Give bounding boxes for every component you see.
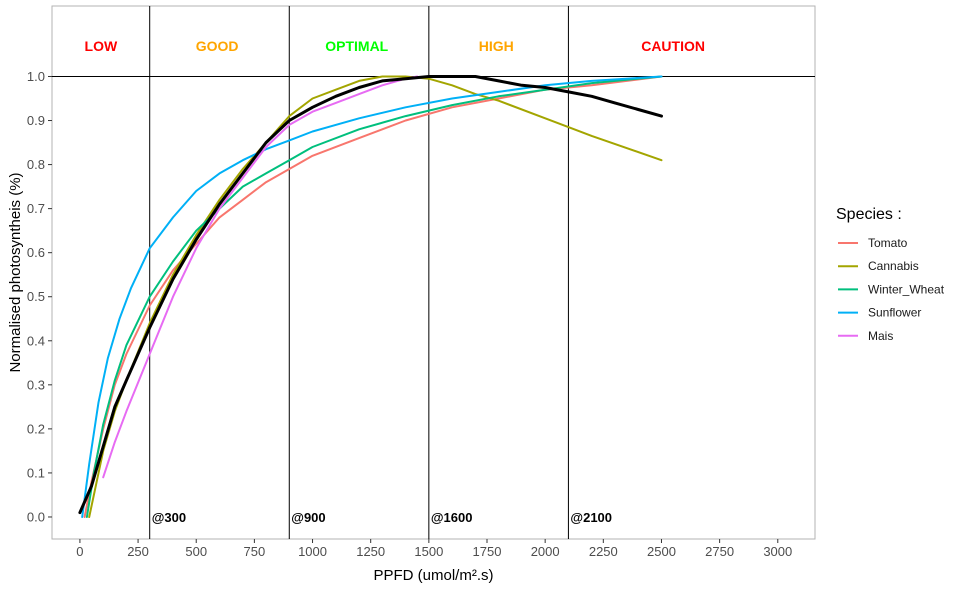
legend: Species : Tomato Cannabis Winter_Wheat Sunf…	[836, 206, 945, 343]
y-tick-label: 0.7	[27, 201, 45, 216]
series-line-tomato	[83, 75, 663, 518]
y-tick-label: 0.5	[27, 289, 45, 304]
threshold-label: @1600	[431, 510, 473, 525]
x-tick-label: 2750	[705, 544, 734, 559]
x-axis-title: PPFD (umol/m².s)	[374, 567, 494, 584]
panel-border	[51, 5, 816, 540]
x-tick-label: 250	[127, 544, 149, 559]
legend-label: Cannabis	[868, 259, 919, 273]
x-tick-label: 2000	[531, 544, 560, 559]
y-tick-label: 0.0	[27, 509, 45, 524]
series-line-sunflower	[81, 75, 663, 518]
legend-label: Mais	[868, 329, 893, 343]
y-tick-label: 0.9	[27, 113, 45, 128]
zone-label: CAUTION	[641, 38, 705, 54]
threshold-label: @300	[152, 510, 186, 525]
y-tick-label: 0.6	[27, 245, 45, 260]
x-tick-label: 1000	[298, 544, 327, 559]
x-tick-label: 2250	[589, 544, 618, 559]
x-tick-label: 1750	[473, 544, 502, 559]
zone-label: OPTIMAL	[325, 38, 388, 54]
y-axis: 0.0 0.1 0.2 0.3 0.4 0.5 0.6 0.7 0.8 0.9 1.0	[27, 69, 52, 524]
threshold-label: @2100	[570, 510, 612, 525]
x-tick-label: 3000	[763, 544, 792, 559]
legend-label: Tomato	[868, 236, 908, 250]
x-tick-label: 500	[185, 544, 207, 559]
y-axis-title: Normalised photosyntheis (%)	[7, 172, 24, 372]
y-tick-label: 0.2	[27, 421, 45, 436]
x-tick-label: 750	[244, 544, 266, 559]
series-layer	[78, 75, 663, 518]
series-line-mean	[78, 75, 663, 515]
y-tick-label: 0.1	[27, 465, 45, 480]
y-tick-label: 0.3	[27, 377, 45, 392]
y-tick-label: 0.4	[27, 333, 45, 348]
x-tick-label: 1500	[414, 544, 443, 559]
threshold-labels: @300 @900 @1600 @2100	[152, 510, 612, 525]
legend-label: Winter_Wheat	[868, 282, 945, 296]
series-line-mais	[102, 75, 419, 479]
zone-labels: LOW GOOD OPTIMAL HIGH CAUTION	[85, 38, 705, 54]
y-tick-label: 1.0	[27, 69, 45, 84]
legend-label: Sunflower	[868, 306, 921, 320]
threshold-label: @900	[291, 510, 325, 525]
x-tick-label: 2500	[647, 544, 676, 559]
x-tick-label: 1250	[356, 544, 385, 559]
x-axis: 0 250 500 750 1000 1250 1500 1750 2000 2250 2500 27…	[76, 539, 792, 559]
zone-label: HIGH	[479, 38, 514, 54]
zone-label: GOOD	[196, 38, 239, 54]
series-line-winter_wheat	[85, 75, 663, 518]
x-tick-label: 0	[76, 544, 83, 559]
legend-title: Species :	[836, 206, 902, 223]
zone-label: LOW	[85, 38, 118, 54]
y-tick-label: 0.8	[27, 157, 45, 172]
